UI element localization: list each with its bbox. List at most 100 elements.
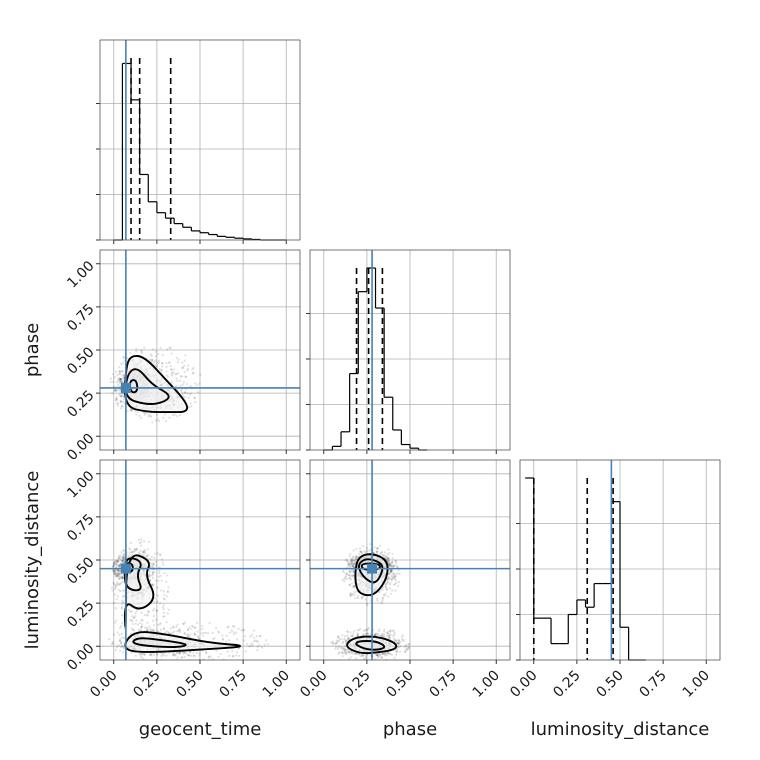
sample-point [342,647,345,650]
sample-point [344,576,347,579]
sample-point [183,371,186,374]
sample-point [341,634,344,637]
sample-point [334,642,337,645]
sample-point [374,632,378,635]
sample-point [352,568,355,572]
sample-point [393,577,396,580]
sample-point [122,356,125,359]
sample-point [119,399,122,402]
sample-point [118,564,121,567]
sample-point [187,364,190,367]
sample-point [334,645,338,649]
sample-point [211,657,214,660]
sample-point [149,574,153,577]
sample-point [118,565,121,568]
y-tick-label: 0.25 [64,597,97,630]
sample-point [116,573,119,576]
sample-point [121,362,125,365]
sample-point [400,638,404,641]
sample-point [359,550,362,554]
sample-point [155,560,158,563]
sample-point [166,591,169,594]
sample-point [120,380,123,384]
sample-point [140,553,143,556]
sample-point [121,557,125,560]
sample-point [155,618,158,621]
sample-point [130,651,133,654]
sample-point [228,654,231,658]
sample-point [402,638,405,641]
sample-point [122,394,125,398]
sample-point [404,648,408,651]
sample-point [378,590,381,594]
sample-point [122,594,125,598]
sample-point [155,564,158,567]
sample-point [169,627,172,630]
sample-point [183,359,186,362]
sample-point [158,623,162,626]
sample-point [232,633,236,636]
sample-point [207,655,211,658]
sample-point [402,640,405,643]
sample-point [362,660,364,662]
sample-point [140,541,143,544]
sample-point [389,563,392,566]
sample-point [172,625,175,628]
sample-point [120,380,123,383]
sample-point [365,628,368,631]
sample-point [119,582,122,585]
sample-point [175,625,178,629]
sample-point [249,643,252,647]
sample-point [338,651,341,654]
sample-point [113,561,116,564]
sample-point [115,572,118,575]
sample-point [351,561,354,564]
sample-point [349,552,352,556]
sample-point [114,575,117,578]
sample-point [181,394,185,397]
sample-point [193,397,197,400]
sample-point [170,374,173,377]
sample-point [132,629,136,632]
sample-point [347,563,350,567]
sample-point [200,632,203,635]
sample-point [351,560,354,563]
sample-point [359,655,362,658]
sample-point [119,400,122,403]
sample-point [181,366,184,370]
sample-point [130,409,133,412]
sample-point [348,583,351,587]
sample-point [120,396,123,399]
sample-point [122,373,125,376]
sample-point [123,589,126,592]
sample-point [135,619,138,622]
sample-point [144,626,147,629]
sample-point [117,555,120,558]
sample-point [350,652,353,655]
sample-point [143,550,146,553]
sample-point [336,647,339,651]
sample-point [112,570,116,573]
sample-point [120,404,124,408]
sample-point [114,560,117,563]
sample-point [188,406,191,409]
sample-point [151,572,154,575]
sample-point [116,379,120,383]
x-tick-label: 0.50 [383,668,416,701]
sample-point [341,651,344,655]
sample-point [113,560,116,564]
sample-point [187,626,191,629]
sample-point [127,554,130,557]
sample-point [341,578,344,581]
sample-point [192,371,195,374]
sample-point [383,635,386,638]
x-tick-label: 1.00 [680,668,713,701]
sample-point [351,564,355,567]
sample-point [384,555,387,558]
sample-point [121,577,124,580]
sample-point [175,377,178,380]
x-tick-label: 1.00 [260,668,293,701]
sample-point [381,652,384,656]
sample-point [116,561,120,564]
